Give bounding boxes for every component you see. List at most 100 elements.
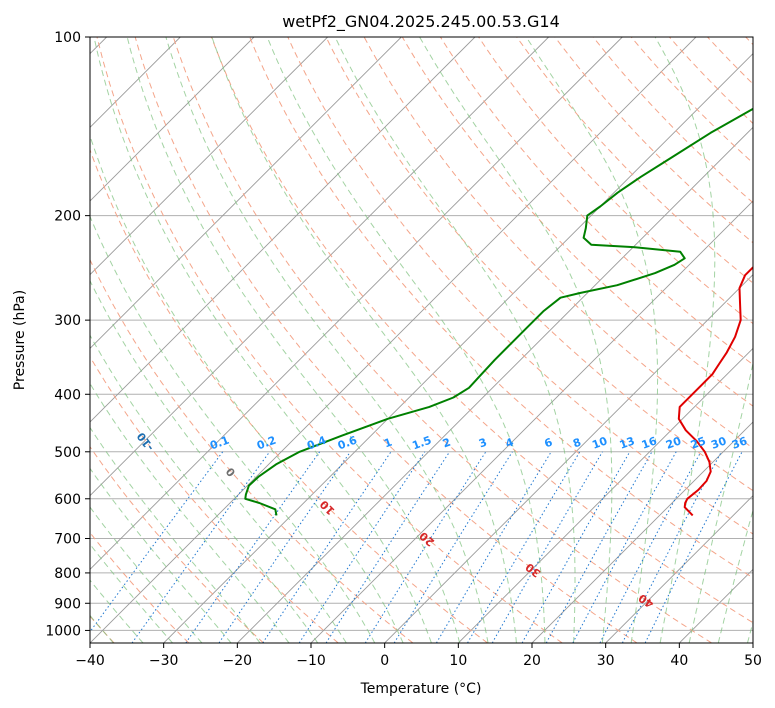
x-tick-label: −20 [223, 653, 253, 669]
mixing-ratio-line [185, 451, 321, 643]
isotherm [90, 37, 476, 423]
dry-adiabat [249, 37, 753, 579]
mixing-ratio-label: 10 [590, 434, 609, 452]
moist-adiabat [654, 37, 716, 643]
moist-adiabat [90, 467, 232, 643]
y-tick-label: 500 [54, 445, 81, 461]
moist-adiabat [717, 508, 753, 643]
isotherm [458, 347, 753, 643]
dry-adiabat [90, 258, 414, 643]
isotherm [605, 495, 753, 643]
mixing-ratio-line [131, 451, 271, 643]
moist-adiabat [334, 37, 576, 643]
x-tick-label: −30 [149, 653, 179, 669]
y-tick-label: 1000 [45, 623, 81, 639]
profile-series [244, 107, 753, 517]
isotherm [90, 37, 255, 202]
isotherm [90, 37, 623, 570]
isotherm [90, 37, 328, 276]
plot-frame [89, 36, 754, 644]
dry-adiabat [211, 37, 753, 624]
chart-title: wetPf2_GN04.2025.245.00.53.G14 [282, 12, 560, 32]
dewpoint-series-line [244, 107, 753, 516]
mixing-ratio-line [298, 451, 426, 643]
x-tick-label: −40 [75, 653, 105, 669]
isotherm [384, 274, 753, 643]
plot-area: -100-90-80-70-60-50-40-30-20-10010203040… [90, 37, 753, 643]
y-tick-label: 900 [54, 596, 81, 612]
mixing-ratio-line [545, 451, 653, 643]
x-tick-label: −10 [296, 653, 326, 669]
moist-adiabat [90, 426, 261, 643]
mixing-ratio-label: 2 [441, 436, 453, 451]
y-tick-label: 700 [54, 532, 81, 548]
mixing-ratio-line [364, 451, 487, 643]
mixing-ratio-label: 0.2 [255, 434, 278, 453]
y-tick-label: 400 [54, 387, 81, 403]
dry-adiabat [96, 37, 563, 643]
mixing-ratio-label: 13 [618, 434, 637, 451]
y-axis-label: Pressure (hPa) [12, 290, 28, 390]
mixing-ratio-label: 25 [689, 434, 708, 451]
x-axis-ticks: −40 −30 −20 −10 0 10 20 30 40 50 [75, 643, 762, 669]
x-tick-label: 10 [449, 653, 467, 669]
mixing-ratio-label: 3 [477, 436, 489, 451]
y-tick-label: 300 [54, 313, 81, 329]
mixing-ratio-line [218, 451, 351, 643]
mixing-ratio-label: 0.6 [336, 434, 359, 453]
moist-adiabat [211, 37, 517, 643]
dry-adiabat [516, 37, 753, 284]
moist-adiabat [126, 37, 461, 643]
isotherm [90, 37, 549, 497]
isotherm [163, 53, 753, 643]
dry-adiabat [90, 445, 264, 643]
mixing-ratio-label: 30 [709, 434, 728, 452]
x-tick-label: 50 [744, 653, 762, 669]
dry-adiabat [90, 355, 339, 643]
dry-adiabat [325, 37, 753, 492]
isotherm [90, 37, 697, 643]
moist-adiabat [90, 215, 376, 643]
mixing-ratio-line [572, 451, 677, 643]
mixing-ratio-line [599, 451, 702, 643]
x-tick-label: 40 [670, 653, 688, 669]
y-tick-label: 200 [54, 209, 81, 225]
x-tick-label: 30 [597, 653, 615, 669]
skewed-isotherms [90, 37, 753, 643]
dry-adiabats [90, 37, 753, 643]
moist-adiabat [90, 506, 203, 643]
moist-adiabat [90, 382, 290, 643]
mixing-ratio-lines [90, 451, 743, 643]
moist-adiabat [165, 37, 489, 643]
mixing-ratio-label: 6 [543, 436, 555, 451]
mixing-ratio-label: 0.1 [208, 434, 231, 453]
x-axis-label: Temperature (°C) [360, 681, 482, 697]
moist-adiabat [90, 134, 404, 643]
mixing-ratio-line [435, 451, 552, 643]
y-tick-label: 800 [54, 566, 81, 582]
moist-adiabat [525, 37, 659, 643]
mixing-ratio-line [521, 451, 631, 643]
mixing-ratio-label: 0.4 [305, 434, 328, 453]
mixing-ratio-label: 36 [730, 434, 749, 452]
mixing-ratio-label: 4 [504, 436, 516, 451]
moist-adiabat [93, 37, 432, 643]
y-tick-label: 100 [54, 30, 81, 46]
pressure-gridlines [90, 37, 753, 631]
dry-adiabat [287, 37, 753, 535]
moist-adiabat [419, 37, 613, 643]
mixing-ratio-line [325, 451, 451, 643]
mixing-ratio-label: 1.5 [410, 434, 433, 453]
moist-adiabats [90, 37, 753, 643]
y-tick-label: 600 [54, 492, 81, 508]
moist-adiabat [688, 361, 753, 643]
mixing-ratio-label: 20 [664, 434, 683, 452]
temperature-series-line [677, 266, 753, 517]
mixing-ratio-line [262, 451, 392, 643]
mixing-ratio-label: 8 [571, 436, 583, 451]
mixing-ratio-label: 1 [382, 436, 394, 451]
isotherm [237, 126, 753, 643]
mixing-ratio-line [90, 451, 224, 633]
x-tick-label: 0 [380, 653, 389, 669]
